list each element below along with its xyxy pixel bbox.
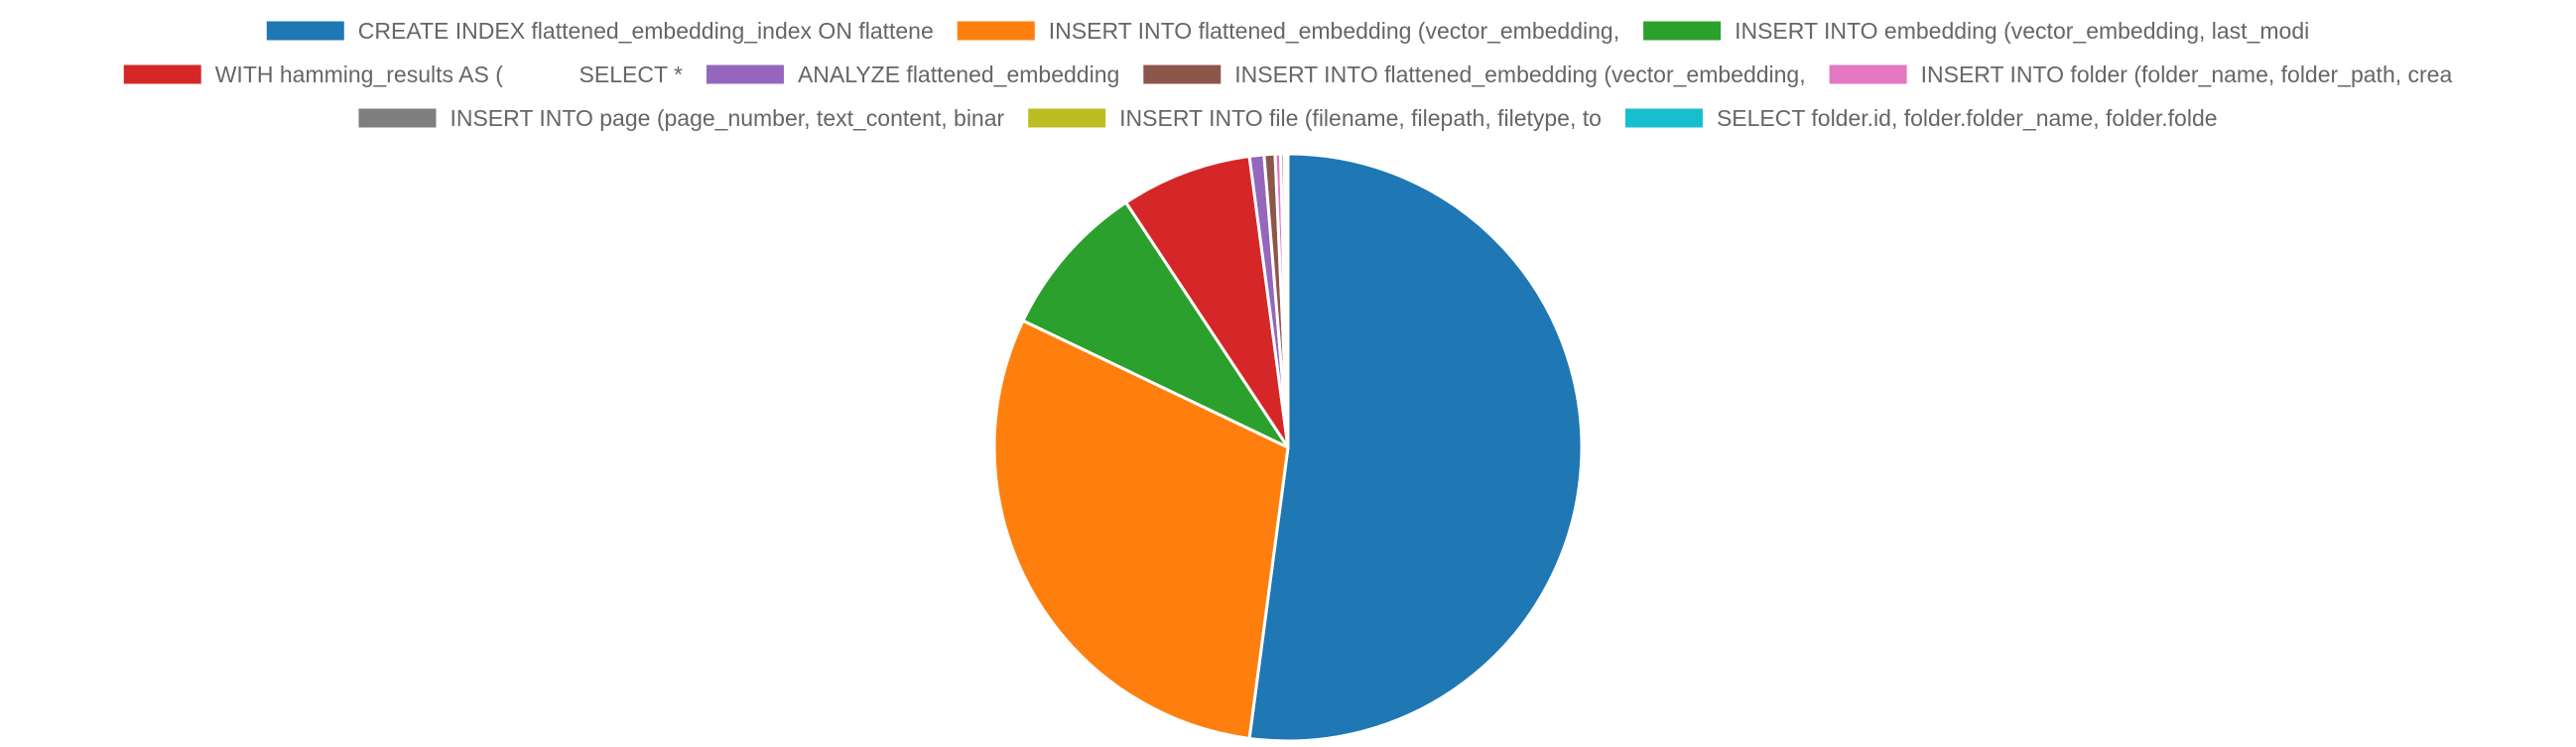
legend-label: WITH hamming_results AS ( SELECT *	[215, 62, 683, 87]
legend-item[interactable]: WITH hamming_results AS ( SELECT *	[123, 62, 683, 87]
legend-label: INSERT INTO folder (folder_name, folder_…	[1921, 62, 2453, 87]
legend-label: ANALYZE flattened_embedding	[798, 62, 1119, 87]
legend-label: SELECT folder.id, folder.folder_name, fo…	[1717, 105, 2218, 131]
legend-item[interactable]: INSERT INTO folder (folder_name, folder_…	[1829, 62, 2453, 87]
legend-swatch	[123, 64, 201, 84]
legend-item[interactable]: INSERT INTO flattened_embedding (vector_…	[957, 18, 1619, 44]
legend-item[interactable]: INSERT INTO page (page_number, text_cont…	[358, 105, 1005, 131]
pie-slice[interactable]	[1284, 152, 1290, 449]
legend-item[interactable]: INSERT INTO flattened_embedding (vector_…	[1143, 62, 1806, 87]
legend-swatch	[1829, 64, 1907, 84]
legend-swatch	[1643, 21, 1722, 41]
legend-swatch	[266, 21, 344, 41]
pie-slices	[992, 152, 1584, 743]
pie-slice[interactable]	[1021, 200, 1290, 449]
legend-item[interactable]: CREATE INDEX flattened_embedding_index O…	[266, 18, 934, 44]
legend-swatch	[957, 21, 1035, 41]
legend-swatch	[358, 108, 437, 128]
legend-label: CREATE INDEX flattened_embedding_index O…	[358, 18, 934, 44]
legend-swatch	[1028, 108, 1106, 128]
pie-slice[interactable]	[1124, 155, 1290, 449]
legend-item[interactable]: INSERT INTO file (filename, filepath, fi…	[1028, 105, 1602, 131]
legend-item[interactable]: SELECT folder.id, folder.folder_name, fo…	[1624, 105, 2218, 131]
legend-label: INSERT INTO flattened_embedding (vector_…	[1049, 18, 1619, 44]
legend: CREATE INDEX flattened_embedding_index O…	[123, 18, 2453, 131]
legend-label: INSERT INTO file (filename, filepath, fi…	[1119, 105, 1602, 131]
legend-label: INSERT INTO flattened_embedding (vector_…	[1234, 62, 1805, 87]
legend-label: INSERT INTO page (page_number, text_cont…	[450, 105, 1004, 131]
legend-swatch	[1624, 108, 1703, 128]
legend-item[interactable]: ANALYZE flattened_embedding	[706, 62, 1119, 87]
legend-swatch	[1143, 64, 1222, 84]
legend-swatch	[706, 64, 784, 84]
legend-item[interactable]: INSERT INTO embedding (vector_embedding,…	[1643, 18, 2309, 44]
pie-slice[interactable]	[1247, 152, 1584, 743]
pie-slice[interactable]	[992, 318, 1290, 740]
legend-label: INSERT INTO embedding (vector_embedding,…	[1735, 18, 2309, 44]
